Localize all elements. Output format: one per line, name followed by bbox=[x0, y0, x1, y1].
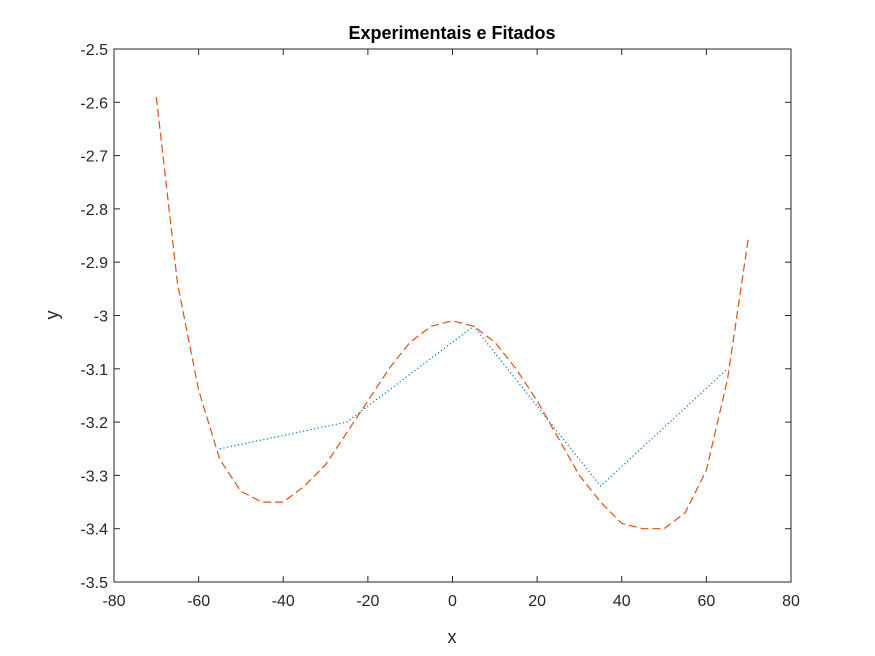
x-tick-label: -80 bbox=[102, 593, 125, 610]
y-tick-label: -3.2 bbox=[80, 415, 108, 432]
y-tick-label: -2.9 bbox=[80, 255, 108, 272]
x-axis-label: x bbox=[448, 627, 457, 647]
x-tick-label: -60 bbox=[187, 593, 210, 610]
y-tick-label: -3.3 bbox=[80, 468, 108, 485]
y-tick-label: -2.8 bbox=[80, 202, 108, 219]
x-tick-label: 0 bbox=[448, 593, 457, 610]
x-tick-label: 80 bbox=[782, 593, 800, 610]
x-tick-label: 60 bbox=[697, 593, 715, 610]
series-layer bbox=[155, 96, 750, 530]
y-tick-label: -2.6 bbox=[80, 95, 108, 112]
y-tick-label: -2.5 bbox=[80, 42, 108, 59]
chart-title: Experimentais e Fitados bbox=[348, 23, 555, 43]
x-tick-label: 20 bbox=[528, 593, 546, 610]
y-tick-label: -3.1 bbox=[80, 362, 108, 379]
x-axis: -80 -60 -40 -20 0 20 40 60 80 bbox=[102, 49, 800, 610]
series-line-2 bbox=[155, 96, 750, 530]
y-tick-label: -3 bbox=[94, 309, 108, 326]
x-tick-label: -40 bbox=[272, 593, 295, 610]
y-tick-label: -3.5 bbox=[80, 575, 108, 592]
plot-area bbox=[113, 48, 792, 583]
y-axis-label: y bbox=[42, 311, 62, 320]
y-axis: -3.5 -3.4 -3.3 -3.2 -3.1 -3 -2.9 -2.8 -2.7 -2.6 -2… bbox=[80, 42, 791, 592]
y-tick-label: -2.7 bbox=[80, 149, 108, 166]
x-tick-label: 40 bbox=[613, 593, 631, 610]
y-tick-label: -3.4 bbox=[80, 522, 108, 539]
x-tick-label: -20 bbox=[356, 593, 379, 610]
